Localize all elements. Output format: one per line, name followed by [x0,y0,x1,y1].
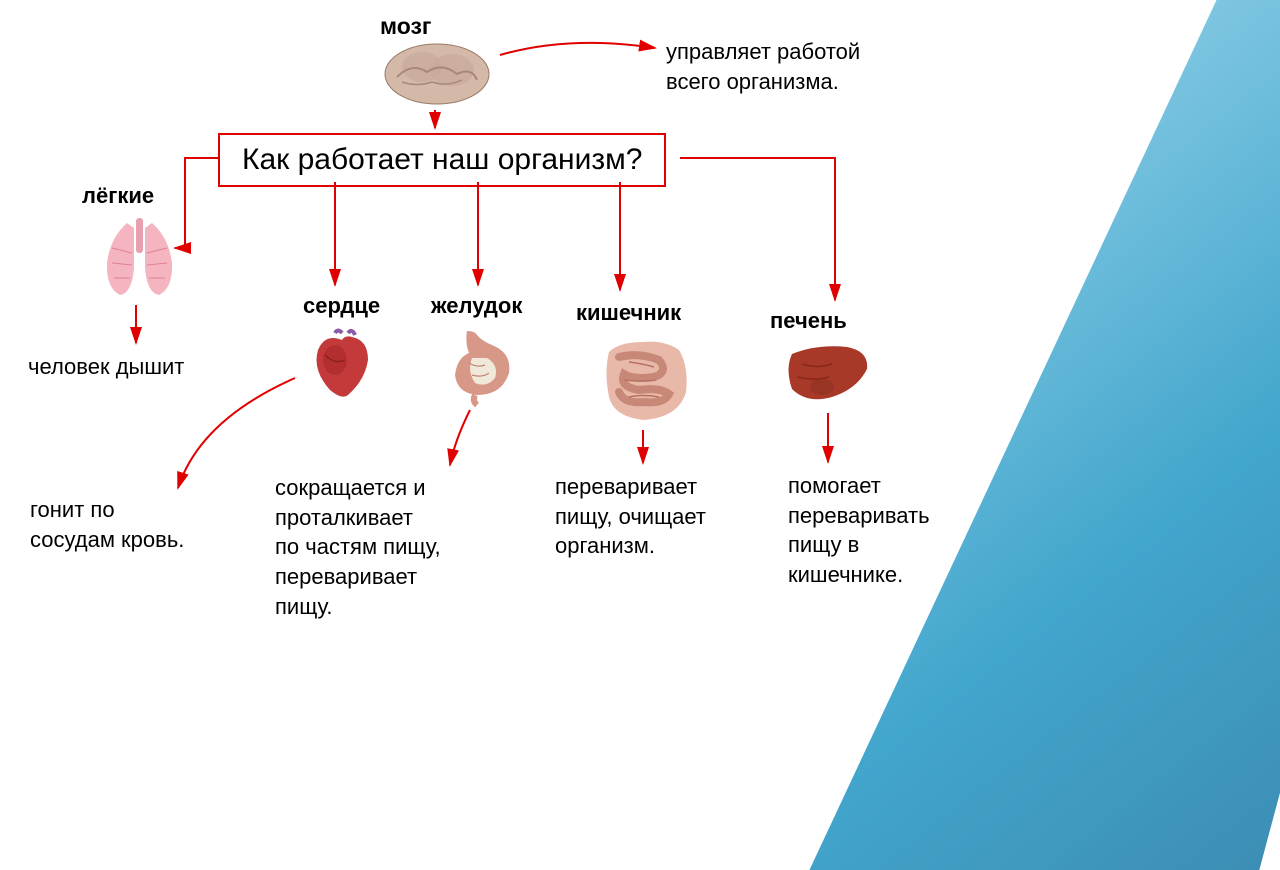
intestine-description: переваривает пищу, очищает организм. [555,472,706,561]
lungs-icon [92,213,187,303]
title-box: Как работает наш организм? [218,133,666,187]
intestine-icon [594,332,699,427]
title-text: Как работает наш организм? [242,143,642,176]
heart-description-2: сокращается и проталкивает по частям пищ… [275,473,441,621]
heart-label: сердце [303,293,380,319]
lungs-label: лёгкие [82,183,154,209]
heart-description-1: гонит по сосудам кровь. [30,495,184,554]
liver-description: помогает переваривать пищу в кишечнике. [788,471,930,590]
background-decoration [809,0,1280,870]
liver-icon [777,339,877,409]
lungs-description: человек дышит [28,352,184,382]
intestine-label: кишечник [576,300,681,326]
brain-icon [377,32,497,110]
liver-label: печень [770,308,847,334]
brain-description: управляет работой всего организма. [666,37,860,96]
stomach-icon [437,323,527,408]
stomach-label: желудок [431,293,522,319]
heart-icon [300,325,385,405]
